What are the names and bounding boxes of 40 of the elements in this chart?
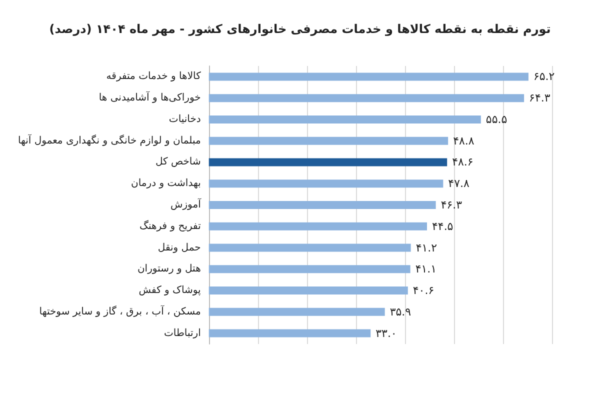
bar (208, 329, 371, 338)
data-label: ۴۶.۳ (440, 198, 462, 212)
y-tick-label: ارتباطات (164, 328, 201, 339)
y-tick-label: تفریح و فرهنگ (140, 220, 202, 232)
bar (208, 136, 448, 145)
y-tick-label: هتل و رستوران (137, 264, 201, 275)
y-tick-label: پوشاک و کفش (138, 285, 202, 296)
bar (208, 308, 385, 316)
data-label: ۴۴.۵ (432, 220, 454, 233)
data-label: ۴۰.۶ (412, 284, 434, 298)
data-label: ۴۱.۱ (415, 262, 437, 276)
y-tick-label: آموزش (170, 198, 202, 210)
y-tick-label: خوراکی‌ها و آشامیدنی ها (98, 90, 201, 104)
data-label: ۵۵.۵ (486, 112, 508, 126)
bar (208, 180, 444, 188)
bar (208, 94, 524, 102)
data-label: ۴۷.۸ (448, 177, 470, 190)
bar (208, 222, 427, 230)
y-tick-label: بهداشت و درمان (131, 178, 201, 190)
data-label: ۳۵.۹ (390, 305, 412, 318)
y-tick-label: مبلمان و لوازم خانگی و نگهداری معمول آنها (18, 133, 201, 146)
data-label: ۳۳.۰ (376, 326, 397, 340)
y-tick-label: حمل ونقل (158, 242, 201, 254)
bar (208, 201, 436, 209)
y-tick-label: مسکن ، آب ، برق ، گاز و سایر سوختها (39, 304, 201, 318)
y-tick-label: دخانیات (168, 114, 201, 125)
data-label: ۶۵.۲ (533, 70, 555, 84)
bar (208, 265, 410, 274)
bar (208, 115, 481, 124)
bar (208, 286, 408, 295)
bar (208, 244, 411, 252)
chart-title: تورم نقطه به نقطه کالاها و خدمات مصرفی خانوارهای کشور - مهر ماه ۱۴۰۴ (درصد) (49, 22, 551, 36)
data-label: ۴۸.۸ (453, 134, 474, 148)
y-tick-label: شاخص کل (155, 156, 201, 168)
data-label: ۴۱.۲ (416, 241, 438, 254)
data-label: ۴۸.۶ (452, 156, 474, 169)
bar (208, 158, 448, 166)
bar (208, 72, 528, 81)
data-label: ۶۴.۳ (529, 92, 550, 105)
y-tick-label: کالاها و خدمات متفرقه (106, 71, 202, 82)
